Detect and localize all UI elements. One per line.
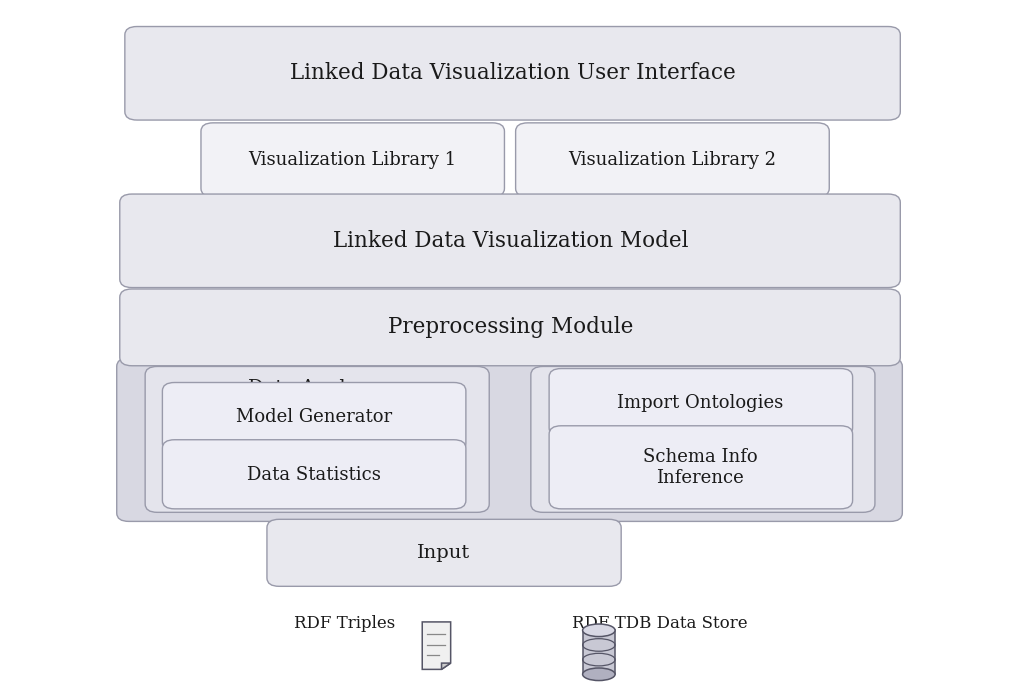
FancyBboxPatch shape: [516, 123, 829, 197]
FancyBboxPatch shape: [531, 366, 875, 512]
Text: Linked Data Visualization User Interface: Linked Data Visualization User Interface: [289, 62, 736, 84]
FancyBboxPatch shape: [201, 123, 504, 197]
Polygon shape: [442, 663, 451, 669]
FancyBboxPatch shape: [120, 289, 900, 366]
FancyBboxPatch shape: [267, 519, 621, 586]
Ellipse shape: [583, 624, 615, 637]
FancyBboxPatch shape: [145, 366, 489, 512]
Text: Data Statistics: Data Statistics: [247, 466, 381, 484]
Text: Data Analyzer: Data Analyzer: [248, 379, 388, 397]
FancyBboxPatch shape: [117, 358, 902, 521]
FancyBboxPatch shape: [162, 383, 466, 452]
Text: Model Generator: Model Generator: [235, 408, 392, 426]
Text: Visualization Library 1: Visualization Library 1: [248, 151, 457, 169]
FancyBboxPatch shape: [549, 369, 853, 436]
Text: Input: Input: [417, 544, 470, 562]
Text: Preprocessing Module: Preprocessing Module: [388, 316, 633, 339]
Polygon shape: [422, 622, 451, 669]
FancyBboxPatch shape: [549, 426, 853, 509]
Text: Linked Data Visualization Model: Linked Data Visualization Model: [333, 230, 688, 252]
Text: Schema Info
Inference: Schema Info Inference: [644, 448, 757, 487]
Text: Schema Analyzer: Schema Analyzer: [617, 379, 788, 397]
Polygon shape: [583, 630, 615, 674]
Ellipse shape: [583, 668, 615, 681]
Text: Import Ontologies: Import Ontologies: [617, 394, 784, 412]
Text: RDF TDB Data Store: RDF TDB Data Store: [571, 615, 748, 632]
FancyBboxPatch shape: [120, 194, 900, 288]
Text: RDF Triples: RDF Triples: [294, 615, 396, 632]
FancyBboxPatch shape: [162, 440, 466, 509]
FancyBboxPatch shape: [125, 27, 900, 120]
Text: Visualization Library 2: Visualization Library 2: [568, 151, 775, 169]
